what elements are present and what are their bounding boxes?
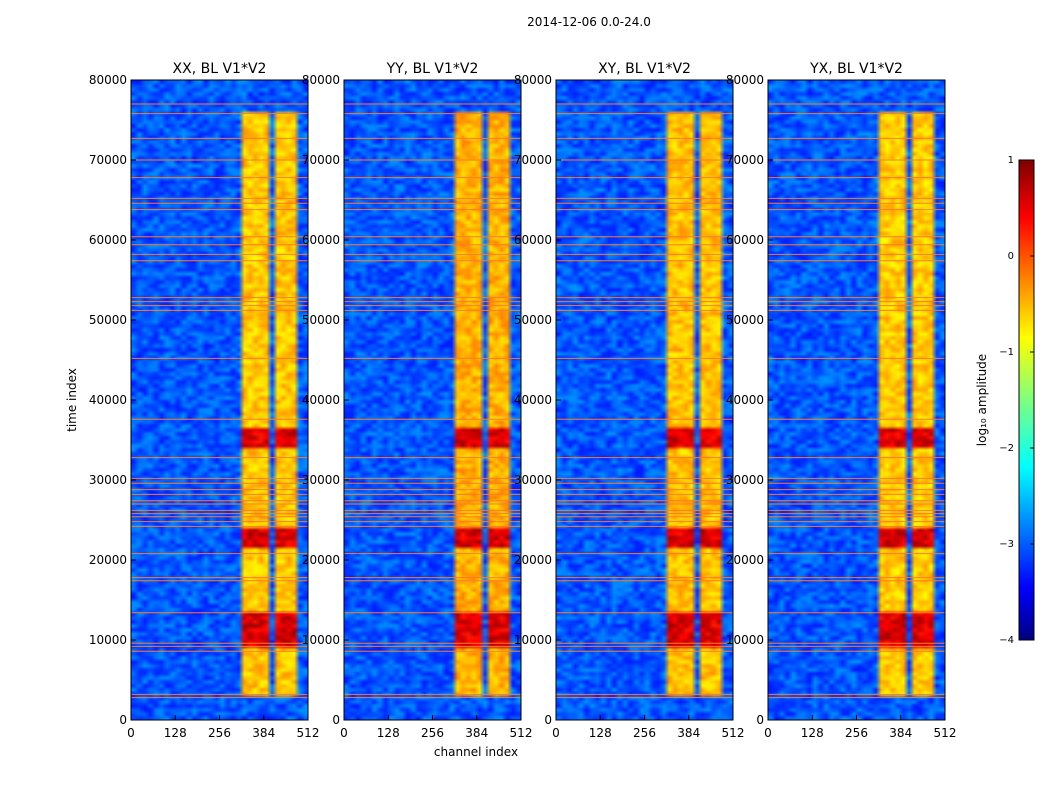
- x-tick-label: 128: [589, 726, 612, 740]
- y-tick-label: 30000: [89, 473, 127, 487]
- y-tick-label: 20000: [302, 553, 340, 567]
- y-tick-label: 30000: [726, 473, 764, 487]
- y-tick-label: 10000: [89, 633, 127, 647]
- x-tick-label: 0: [340, 726, 348, 740]
- y-tick-label: 10000: [726, 633, 764, 647]
- y-tick-label: 30000: [302, 473, 340, 487]
- panel-title: YX, BL V1*V2: [809, 61, 903, 77]
- y-tick-label: 80000: [726, 73, 764, 87]
- y-tick-label: 40000: [89, 393, 127, 407]
- figure-suptitle: 2014-12-06 0.0-24.0: [527, 15, 651, 29]
- colorbar: 1 0 −1 −2 −3 −4 log₁₀ amplitude: [975, 155, 1035, 646]
- colorbar-tick-label: −4: [999, 635, 1014, 646]
- x-tick-label: 0: [764, 726, 772, 740]
- x-tick-label: 384: [889, 726, 912, 740]
- heatmap-image: [556, 80, 733, 720]
- heatmap-image: [344, 80, 521, 720]
- panel-1: XX, BL V1*V2 0 128 256 384 512 0 10000 20000 3000…: [89, 61, 320, 740]
- y-tick-label: 80000: [514, 73, 552, 87]
- x-tick-label: 0: [127, 726, 135, 740]
- heatmap-image: [131, 80, 308, 720]
- y-tick-label: 50000: [302, 313, 340, 327]
- x-tick-label: 384: [465, 726, 488, 740]
- y-tick-label: 60000: [302, 233, 340, 247]
- panel-2: YY, BL V1*V2 0 128 256 384 512 0 10000 20000 3000…: [302, 61, 533, 740]
- x-tick-label: 128: [801, 726, 824, 740]
- heatmap-image: [768, 80, 945, 720]
- y-tick-label: 60000: [514, 233, 552, 247]
- y-tick-label: 60000: [89, 233, 127, 247]
- panel-title: YY, BL V1*V2: [386, 61, 479, 77]
- x-tick-label: 256: [421, 726, 444, 740]
- y-tick-label: 80000: [302, 73, 340, 87]
- x-tick-label: 384: [677, 726, 700, 740]
- heatmap-panels: XX, BL V1*V2 0 128 256 384 512 0 10000 20000 3000…: [89, 61, 957, 740]
- y-tick-label: 70000: [89, 153, 127, 167]
- y-tick-label: 50000: [726, 313, 764, 327]
- y-tick-label: 70000: [302, 153, 340, 167]
- y-tick-label: 30000: [514, 473, 552, 487]
- x-tick-label: 128: [377, 726, 400, 740]
- x-tick-label: 512: [722, 726, 745, 740]
- y-tick-label: 0: [332, 713, 340, 727]
- panel-title: XX, BL V1*V2: [173, 61, 267, 77]
- panel-title: XY, BL V1*V2: [598, 61, 691, 77]
- y-tick-label: 70000: [726, 153, 764, 167]
- y-axis-label: time index: [65, 368, 79, 432]
- y-tick-label: 70000: [514, 153, 552, 167]
- y-tick-label: 10000: [302, 633, 340, 647]
- colorbar-label: log₁₀ amplitude: [975, 354, 989, 446]
- x-tick-label: 128: [164, 726, 187, 740]
- y-tick-label: 80000: [89, 73, 127, 87]
- colorbar-tick-label: −1: [999, 347, 1014, 358]
- y-tick-label: 50000: [89, 313, 127, 327]
- colorbar-tick-label: −2: [999, 443, 1014, 454]
- colorbar-tick-label: −3: [999, 539, 1014, 550]
- y-tick-label: 60000: [726, 233, 764, 247]
- y-tick-label: 40000: [726, 393, 764, 407]
- x-tick-label: 256: [845, 726, 868, 740]
- x-tick-label: 512: [934, 726, 957, 740]
- x-tick-label: 512: [510, 726, 533, 740]
- y-tick-label: 40000: [514, 393, 552, 407]
- y-tick-label: 40000: [302, 393, 340, 407]
- x-tick-label: 384: [252, 726, 275, 740]
- y-tick-label: 0: [756, 713, 764, 727]
- panel-3: XY, BL V1*V2 0 128 256 384 512 0 10000 20000 3000…: [514, 61, 745, 740]
- y-tick-label: 0: [544, 713, 552, 727]
- x-tick-label: 0: [552, 726, 560, 740]
- y-tick-label: 20000: [514, 553, 552, 567]
- x-tick-label: 256: [633, 726, 656, 740]
- colorbar-gradient: [1018, 159, 1035, 641]
- y-tick-label: 20000: [89, 553, 127, 567]
- colorbar-tick-label: 0: [1008, 251, 1014, 262]
- x-tick-label: 512: [297, 726, 320, 740]
- y-tick-label: 50000: [514, 313, 552, 327]
- panel-4: YX, BL V1*V2 0 128 256 384 512 0 10000 20000 3000…: [726, 61, 957, 740]
- y-tick-label: 0: [119, 713, 127, 727]
- y-tick-label: 10000: [514, 633, 552, 647]
- colorbar-ticks: 1 0 −1 −2 −3 −4: [999, 155, 1034, 646]
- y-tick-label: 20000: [726, 553, 764, 567]
- x-axis-label: channel index: [434, 745, 518, 759]
- colorbar-tick-label: 1: [1008, 155, 1014, 166]
- x-tick-label: 256: [208, 726, 231, 740]
